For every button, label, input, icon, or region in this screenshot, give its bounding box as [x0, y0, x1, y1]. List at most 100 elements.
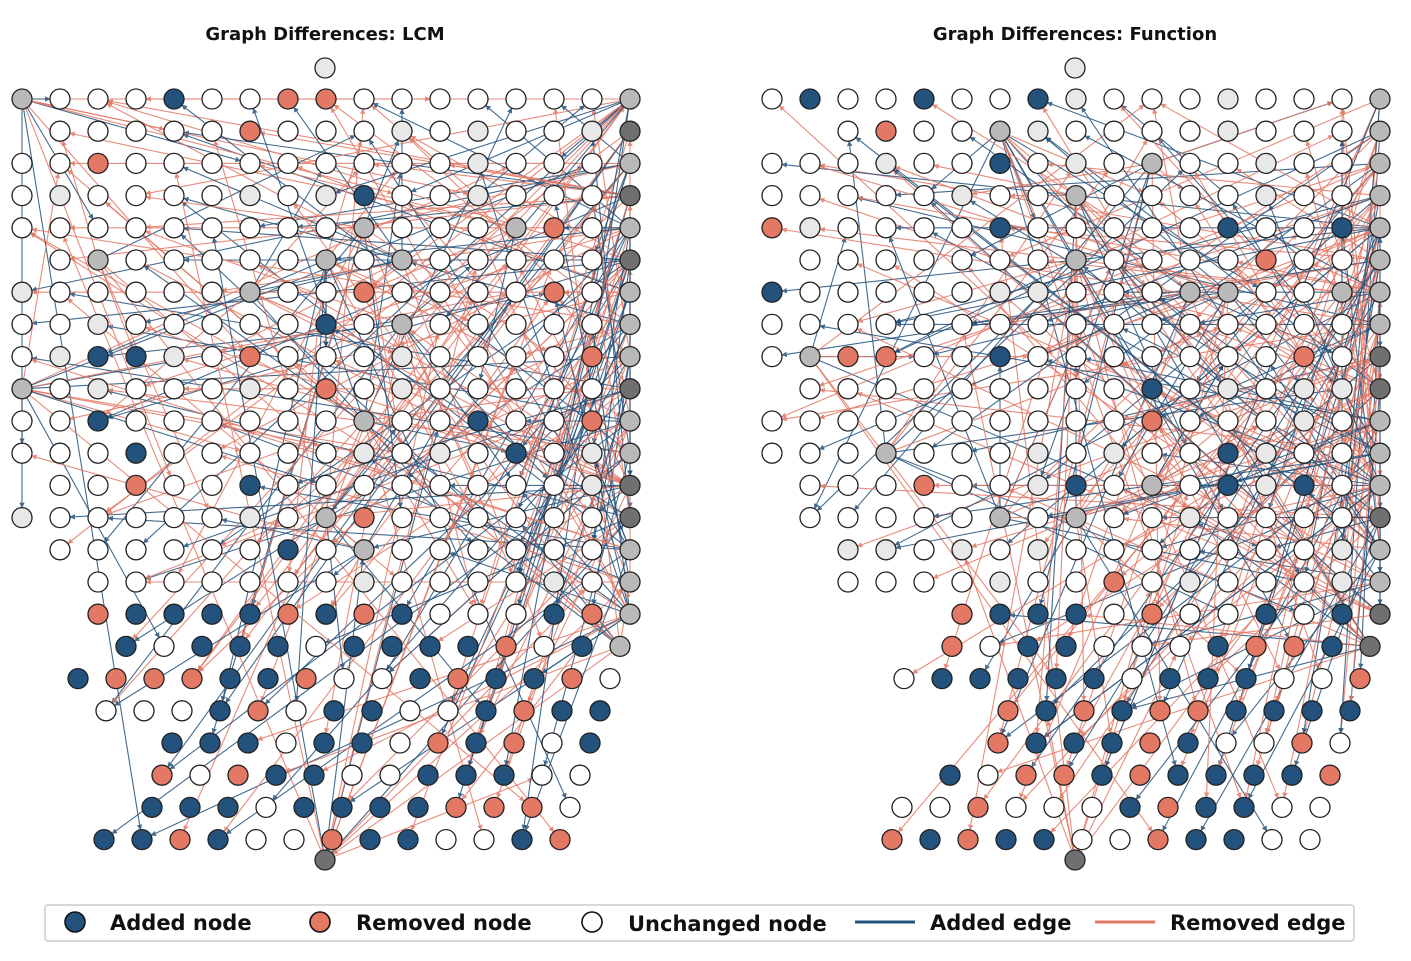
added-edge — [591, 333, 630, 605]
added-node — [1167, 764, 1189, 786]
unchanged-node — [1141, 313, 1163, 336]
unchanged-node — [429, 571, 451, 593]
unchanged-node — [353, 442, 375, 464]
unchanged-node — [1081, 796, 1103, 819]
removed-node — [875, 120, 897, 142]
unchanged-node — [391, 474, 413, 497]
added-edge — [591, 269, 630, 541]
removed-edge — [1157, 203, 1375, 478]
removed-edge — [1044, 170, 1374, 543]
added-edge — [894, 134, 1372, 353]
unchanged-node — [429, 88, 451, 110]
added-node — [1331, 217, 1353, 239]
unchanged-node — [391, 313, 413, 336]
unchanged-node — [353, 217, 375, 239]
unchanged-node — [201, 88, 223, 110]
unchanged-node — [1027, 442, 1049, 464]
removed-node — [1255, 249, 1277, 271]
unchanged-node — [1369, 313, 1391, 336]
unchanged-node — [1331, 378, 1353, 400]
added-node — [163, 603, 185, 625]
legend-label-added-node: Added node — [110, 911, 252, 935]
unchanged-node — [1027, 281, 1049, 303]
removed-node — [1293, 345, 1315, 368]
unchanged-node — [1273, 667, 1295, 690]
unchanged-node — [951, 571, 973, 593]
unchanged-node — [49, 184, 71, 207]
unchanged-node — [163, 571, 185, 593]
unchanged-node — [49, 345, 71, 368]
added-node — [457, 635, 479, 658]
unchanged-node — [1179, 184, 1201, 207]
added-node — [919, 828, 941, 851]
unchanged-node — [1369, 539, 1391, 561]
unchanged-node — [837, 474, 859, 497]
unchanged-node — [255, 796, 277, 819]
added-node — [191, 635, 213, 658]
unchanged-node — [619, 603, 641, 625]
added-node — [799, 88, 821, 110]
unchanged-node — [505, 571, 527, 593]
unchanged-node — [1179, 281, 1201, 303]
unchanged-node — [1065, 249, 1087, 271]
removed-edge — [1161, 101, 1334, 161]
added-edge — [367, 139, 400, 219]
unchanged-node — [1064, 57, 1086, 79]
removed-node — [445, 796, 467, 819]
removed-node — [1187, 700, 1209, 722]
unchanged-node — [1141, 539, 1163, 561]
added-node — [1177, 732, 1199, 754]
unchanged-node — [87, 217, 109, 239]
unchanged-node — [49, 442, 71, 464]
added-node — [989, 603, 1011, 625]
added-node — [551, 700, 573, 722]
removed-node — [483, 796, 505, 819]
removed-edge — [1122, 489, 1372, 611]
added-node — [229, 635, 251, 658]
removed-node — [957, 828, 979, 851]
removed-node — [549, 828, 571, 851]
removed-edge — [326, 108, 366, 508]
removed-edge — [106, 103, 394, 256]
added-node — [1159, 667, 1181, 690]
unchanged-node — [1005, 796, 1027, 819]
unchanged-node — [201, 378, 223, 400]
removed-edge — [404, 333, 477, 606]
removed-node — [1283, 635, 1305, 658]
unchanged-node — [11, 506, 33, 529]
unchanged-node — [1179, 313, 1201, 336]
unchanged-node — [929, 796, 951, 819]
unchanged-node — [1261, 828, 1283, 851]
unchanged-node — [875, 184, 897, 207]
unchanged-node — [125, 378, 147, 400]
added-node — [543, 603, 565, 625]
added-edge — [520, 364, 626, 542]
removed-edge — [895, 327, 1220, 451]
unchanged-node — [875, 571, 897, 593]
unchanged-node — [543, 410, 565, 432]
removed-node — [1147, 828, 1169, 851]
unchanged-node — [1293, 88, 1315, 110]
unchanged-node — [189, 764, 211, 786]
removed-edge — [1034, 269, 1076, 734]
added-edge — [504, 108, 629, 766]
unchanged-node — [543, 184, 565, 207]
unchanged-node — [245, 828, 267, 851]
unchanged-node — [1217, 120, 1239, 142]
unchanged-node — [1369, 88, 1391, 110]
unchanged-node — [1331, 249, 1353, 271]
unchanged-node — [799, 152, 821, 175]
removed-node — [543, 217, 565, 239]
unchanged-node — [1103, 88, 1125, 110]
added-node — [523, 667, 545, 690]
unchanged-node — [1293, 378, 1315, 400]
removed-edge — [67, 169, 613, 641]
unchanged-node — [505, 313, 527, 336]
unchanged-node — [837, 378, 859, 400]
removed-edge — [894, 166, 1219, 290]
unchanged-node — [875, 217, 897, 239]
unchanged-node — [353, 474, 375, 497]
unchanged-node — [467, 474, 489, 497]
unchanged-node — [1255, 88, 1277, 110]
unchanged-node — [95, 700, 117, 722]
